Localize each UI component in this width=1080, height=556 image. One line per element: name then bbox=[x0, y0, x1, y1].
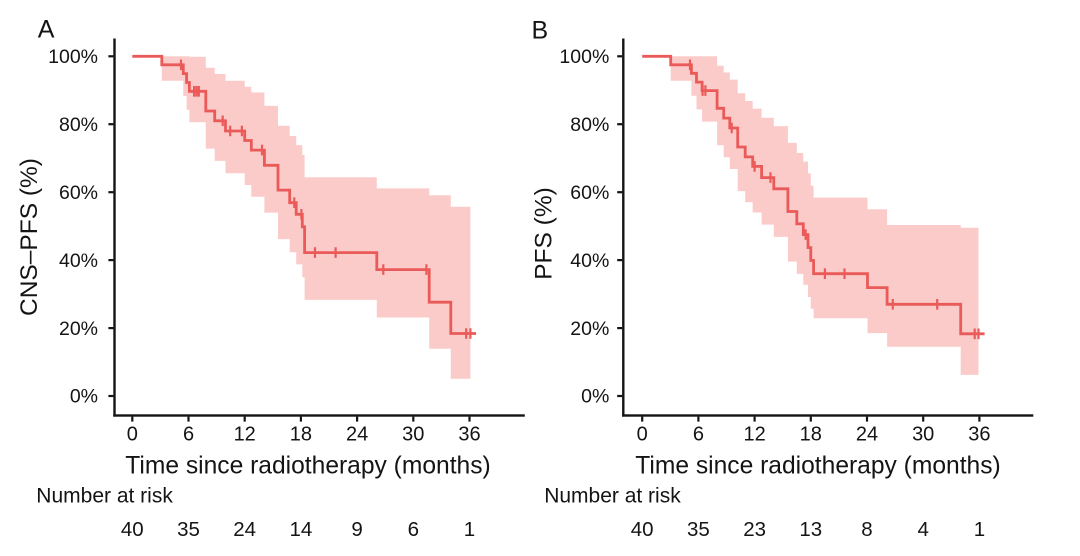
svg-text:12: 12 bbox=[743, 424, 765, 446]
svg-text:18: 18 bbox=[290, 424, 312, 446]
svg-text:8: 8 bbox=[861, 518, 872, 541]
svg-text:100%: 100% bbox=[48, 46, 98, 68]
svg-text:40%: 40% bbox=[570, 250, 609, 272]
svg-text:1: 1 bbox=[464, 518, 475, 541]
svg-text:9: 9 bbox=[351, 518, 362, 541]
svg-text:6: 6 bbox=[183, 424, 194, 446]
svg-text:24: 24 bbox=[856, 424, 878, 446]
svg-text:CNS–PFS (%): CNS–PFS (%) bbox=[16, 158, 43, 316]
svg-text:B: B bbox=[532, 17, 549, 45]
svg-text:20%: 20% bbox=[570, 318, 609, 340]
svg-text:24: 24 bbox=[346, 424, 368, 446]
svg-text:Number at risk: Number at risk bbox=[36, 485, 173, 508]
svg-text:13: 13 bbox=[799, 518, 822, 541]
svg-text:6: 6 bbox=[408, 518, 419, 541]
svg-text:0: 0 bbox=[637, 424, 648, 446]
svg-text:30: 30 bbox=[402, 424, 424, 446]
svg-text:14: 14 bbox=[289, 518, 312, 541]
svg-text:100%: 100% bbox=[559, 46, 609, 68]
svg-text:36: 36 bbox=[968, 424, 990, 446]
svg-text:80%: 80% bbox=[570, 114, 609, 136]
svg-text:A: A bbox=[38, 16, 55, 44]
svg-text:0%: 0% bbox=[581, 386, 609, 408]
svg-text:35: 35 bbox=[687, 518, 710, 541]
svg-text:18: 18 bbox=[800, 424, 822, 446]
svg-text:4: 4 bbox=[917, 518, 928, 541]
svg-text:1: 1 bbox=[974, 518, 985, 541]
svg-text:40%: 40% bbox=[59, 250, 98, 272]
svg-text:40: 40 bbox=[631, 518, 654, 541]
svg-text:60%: 60% bbox=[570, 182, 609, 204]
svg-text:6: 6 bbox=[693, 424, 704, 446]
svg-text:30: 30 bbox=[912, 424, 934, 446]
svg-text:35: 35 bbox=[177, 518, 200, 541]
svg-text:23: 23 bbox=[743, 518, 766, 541]
svg-text:24: 24 bbox=[233, 518, 256, 541]
svg-text:12: 12 bbox=[234, 424, 256, 446]
svg-text:0%: 0% bbox=[70, 386, 98, 408]
svg-text:0: 0 bbox=[127, 424, 138, 446]
svg-text:40: 40 bbox=[121, 518, 144, 541]
svg-text:20%: 20% bbox=[59, 318, 98, 340]
svg-text:Time since radiotherapy (month: Time since radiotherapy (months) bbox=[125, 453, 490, 480]
svg-text:PFS (%): PFS (%) bbox=[531, 187, 558, 280]
svg-text:80%: 80% bbox=[59, 114, 98, 136]
svg-text:60%: 60% bbox=[59, 182, 98, 204]
svg-text:36: 36 bbox=[458, 424, 480, 446]
svg-text:Time since radiotherapy (month: Time since radiotherapy (months) bbox=[635, 453, 1000, 480]
svg-text:Number at risk: Number at risk bbox=[544, 485, 681, 508]
